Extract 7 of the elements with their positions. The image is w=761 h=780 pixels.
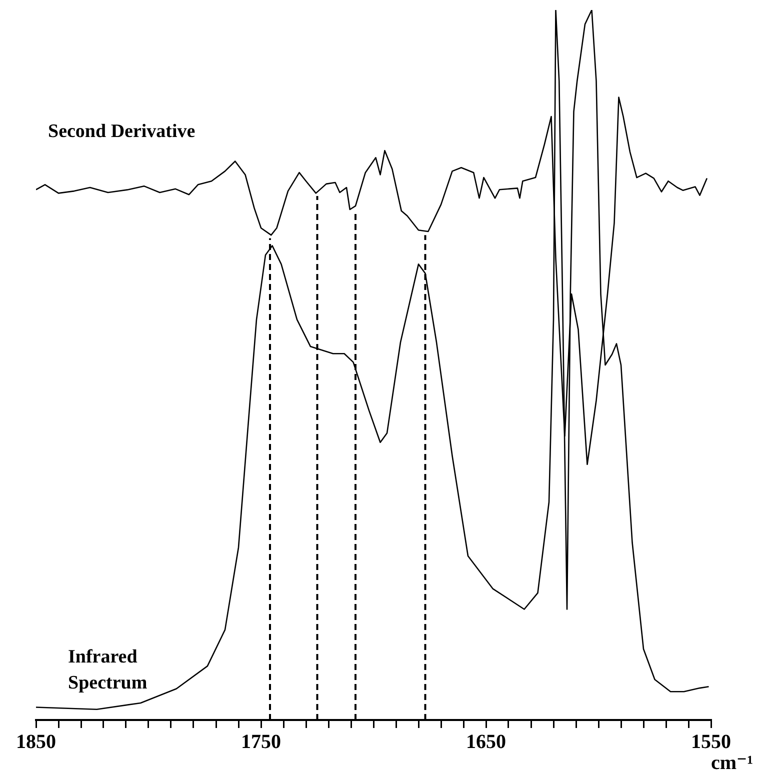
x-tick-label: 1550 [691, 731, 731, 754]
x-tick-label: 1650 [466, 731, 506, 754]
x-tick-label: 1750 [241, 731, 281, 754]
x-axis-title: cm⁻¹ [711, 752, 754, 774]
x-tick-label: 1850 [16, 731, 56, 754]
series-label: Infrared Spectrum [68, 646, 148, 694]
text: Second Derivative [48, 121, 196, 142]
